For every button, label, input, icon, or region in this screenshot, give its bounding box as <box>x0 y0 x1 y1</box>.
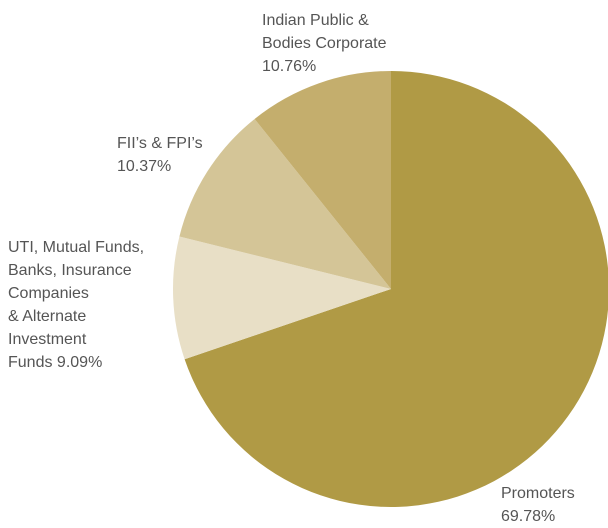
slice-label: Indian Public & Bodies Corporate 10.76% <box>262 9 387 78</box>
slice-label: Promoters 69.78% <box>501 482 575 528</box>
pie-slice <box>184 71 608 507</box>
pie-slice <box>254 71 391 289</box>
value-label: 10.76% <box>262 58 317 75</box>
value-label: 69.78% <box>501 508 556 525</box>
category: Promoters <box>501 485 575 502</box>
pie-slice <box>172 236 391 360</box>
slice-label: FII’s & FPI’s 10.37% <box>117 132 203 178</box>
category: UTI, Mutual Funds, Banks, Insurance Comp… <box>8 239 145 371</box>
value-label: 10.37% <box>117 158 172 175</box>
category: FII’s & FPI’s <box>117 135 203 152</box>
pie-slice <box>179 118 391 289</box>
category: Indian Public & Bodies Corporate <box>262 12 387 52</box>
slice-label: UTI, Mutual Funds, Banks, Insurance Comp… <box>8 236 144 374</box>
value-label: 9.09% <box>56 354 103 371</box>
